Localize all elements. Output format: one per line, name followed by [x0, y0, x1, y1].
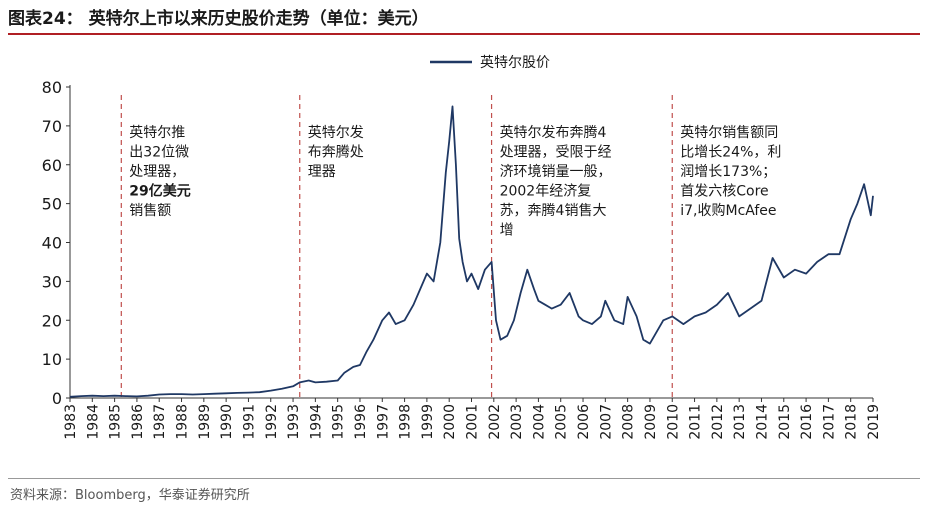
x-tick-label: 2005	[554, 404, 570, 440]
y-tick-label: 50	[42, 195, 62, 214]
event-annotation-line: 销售额	[129, 203, 171, 219]
event-annotation-line: 29亿美元	[129, 183, 190, 200]
event-annotation-line: 济环境销量一般，	[500, 164, 612, 180]
event-annotation-line: 出32位微	[129, 145, 189, 161]
x-tick-label: 1995	[331, 404, 347, 440]
title-divider	[8, 33, 920, 35]
event-annotation-line: i7,收购McAfee	[680, 203, 776, 219]
event-annotation-line: 处理器，	[129, 164, 185, 180]
event-annotation-line: 首发六核Core	[680, 184, 768, 200]
chart-axes: 0 10 20 30 40 50 60 70 80 1983 1984 1985 1986 1987 198…	[42, 78, 882, 440]
legend-label: 英特尔股价	[480, 54, 550, 71]
x-tick-label: 1993	[286, 404, 302, 440]
x-tick-label: 2004	[531, 404, 547, 440]
x-tick-label: 1988	[175, 404, 191, 440]
x-tick-label: 1984	[85, 404, 101, 440]
x-tick-label: 2000	[442, 404, 458, 440]
x-tick-label: 2007	[598, 404, 614, 440]
x-tick-label: 1987	[152, 404, 168, 440]
price-line	[69, 105, 874, 398]
x-tick-label: 2016	[799, 404, 815, 440]
x-tick-label: 1991	[241, 404, 257, 440]
event-annotation-line: 英特尔推	[129, 124, 185, 141]
x-tick-label: 2009	[643, 404, 659, 440]
source-divider	[8, 478, 920, 479]
y-tick-label: 20	[42, 311, 62, 330]
y-tick-label: 60	[42, 156, 62, 175]
event-annotation-line: 英特尔销售额同	[680, 124, 778, 141]
x-tick-label: 2010	[665, 404, 681, 440]
x-tick-label: 1994	[308, 404, 324, 440]
x-tick-label: 1983	[63, 404, 79, 440]
x-tick-label: 2008	[621, 404, 637, 440]
x-tick-label: 2015	[777, 404, 793, 440]
x-tick-label: 2012	[710, 404, 726, 440]
x-tick-label: 2006	[576, 404, 592, 440]
x-tick-label: 1998	[398, 404, 414, 440]
chart-title: 图表24： 英特尔上市以来历史股价走势（单位：美元）	[8, 9, 429, 29]
y-tick-label: 70	[42, 117, 62, 136]
x-tick-label: 2001	[465, 404, 481, 440]
x-tick-label: 1989	[197, 404, 213, 440]
x-tick-label: 2014	[754, 404, 770, 440]
x-tick-label: 2003	[509, 404, 525, 440]
stock-price-chart: 0 10 20 30 40 50 60 70 80 1983 1984 1985 1986 1987 198…	[42, 54, 882, 440]
source-note: 资料来源：Bloomberg，华泰证券研究所	[10, 488, 250, 503]
x-tick-label: 2011	[688, 404, 704, 440]
event-annotation-line: 英特尔发	[308, 124, 364, 141]
event-annotation-line: 布奔腾处	[308, 144, 364, 161]
event-annotation-line: 苏，奔腾4销售大	[500, 202, 607, 219]
event-annotation-line: 处理器，受限于经	[500, 145, 612, 161]
x-tick-label: 2018	[844, 404, 860, 440]
x-tick-label: 1997	[375, 404, 391, 440]
event-annotation-line: 2002年经济复	[500, 183, 592, 200]
y-tick-label: 30	[42, 272, 62, 291]
y-tick-label: 10	[42, 350, 62, 369]
x-tick-label: 1986	[130, 404, 146, 440]
event-annotation-line: 增	[500, 223, 514, 239]
y-tick-label: 0	[52, 389, 62, 408]
y-tick-label: 40	[42, 234, 62, 253]
event-annotation-line: 英特尔发布奔腾4	[500, 124, 607, 141]
x-tick-label: 1985	[108, 404, 124, 440]
event-annotation-line: 比增长24%，利	[680, 145, 781, 161]
x-tick-label: 1992	[264, 404, 280, 440]
chart-legend: 英特尔股价	[430, 54, 550, 71]
x-tick-label: 2013	[732, 404, 748, 440]
x-tick-label: 1990	[219, 404, 235, 440]
event-annotation-line: 润增长173%；	[680, 164, 776, 180]
x-tick-label: 2017	[821, 404, 837, 440]
series-layer	[69, 105, 874, 398]
x-tick-label: 1999	[420, 404, 436, 440]
x-tick-label: 1996	[353, 404, 369, 440]
x-tick-label: 2002	[487, 404, 503, 440]
event-annotation-line: 理器	[308, 164, 336, 180]
x-tick-label: 2019	[866, 404, 882, 440]
y-tick-label: 80	[42, 78, 62, 97]
